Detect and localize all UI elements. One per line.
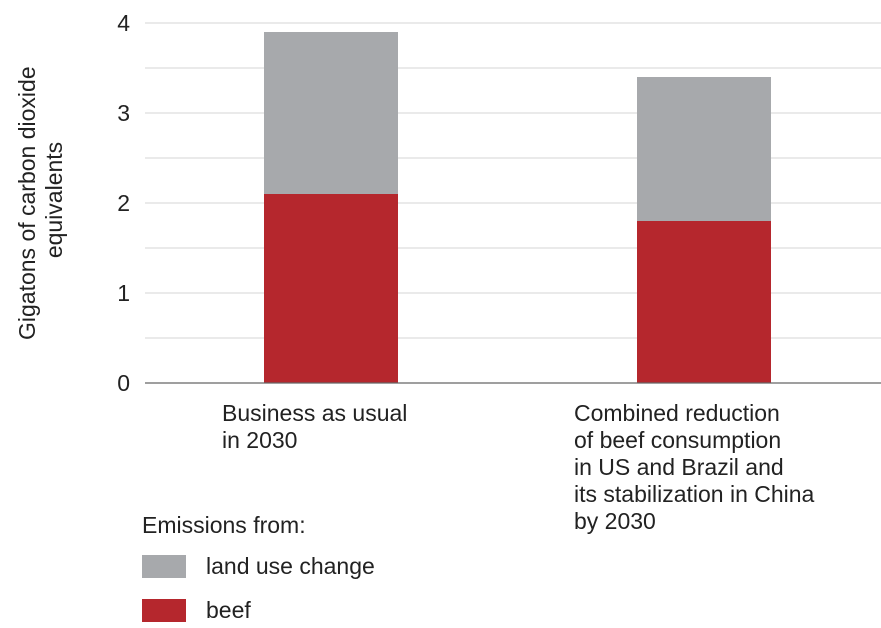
legend-title: Emissions from: [142,512,306,538]
y-tick-label: 0 [117,370,130,396]
bar-segment-beef [264,194,398,383]
y-axis-label: Gigatons of carbon dioxide equivalents [14,60,67,340]
legend-swatch-land-use-change [142,554,186,578]
y-axis-label-line-1: Gigatons of carbon dioxide [14,66,40,340]
legend-label-beef: beef [206,596,251,623]
y-tick-label: 4 [117,10,130,36]
y-tick-label: 1 [117,280,130,306]
bars [264,32,771,383]
y-axis-label-line-2: equivalents [41,142,67,258]
y-axis-ticks: 0 1 2 3 4 [117,10,130,396]
legend-label-land-use-change: land use change [206,552,375,579]
legend-item-beef: beef [142,592,375,628]
category-label-combined-reduction: Combined reduction of beef consumption i… [574,400,815,534]
bar-segment-land-use-change [264,32,398,194]
y-tick-label: 2 [117,190,130,216]
legend: Emissions from: land use change beef [142,510,375,628]
category-label-business-as-usual: Business as usual in 2030 [222,400,408,453]
legend-swatch-beef [142,598,186,622]
y-tick-label: 3 [117,100,130,126]
bar-segment-beef [637,221,771,383]
bar-segment-land-use-change [637,77,771,221]
legend-item-land-use-change: land use change [142,548,375,584]
